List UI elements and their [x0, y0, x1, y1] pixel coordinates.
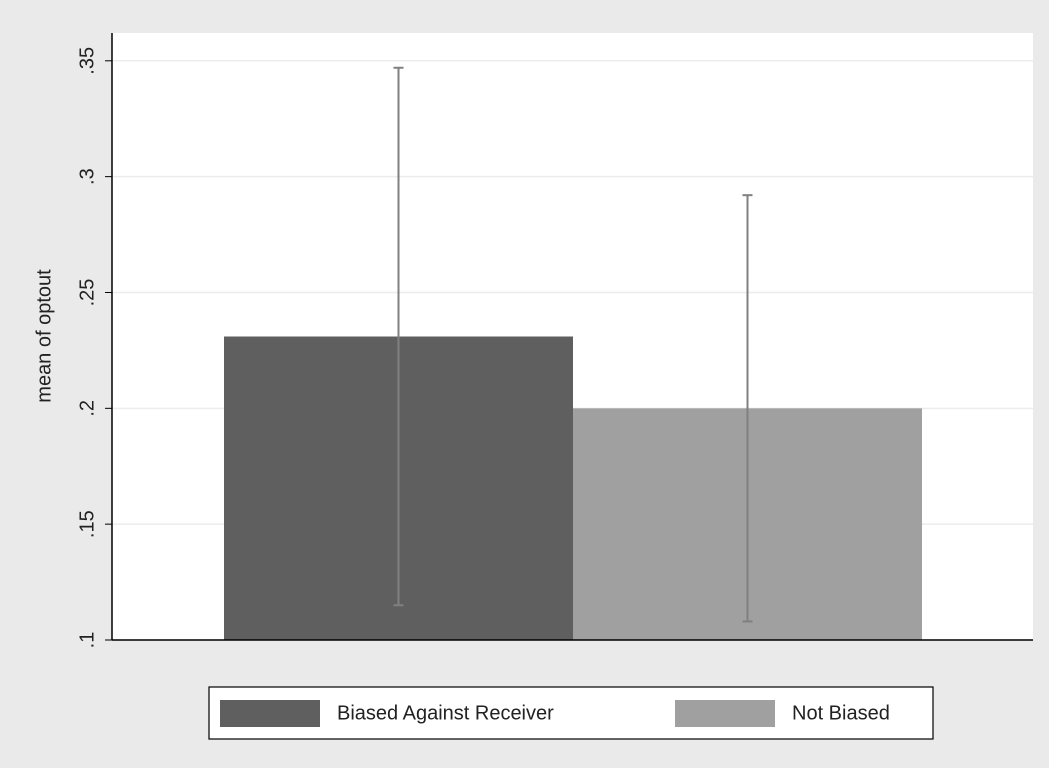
legend-box [208, 686, 934, 740]
legend-label: Biased Against Receiver [337, 702, 554, 724]
legend-label: Not Biased [792, 702, 890, 724]
y-tick-label: .15 [76, 510, 98, 538]
error-bar [742, 194, 753, 623]
y-tick-label: .1 [76, 632, 98, 649]
error-bar [393, 66, 404, 607]
y-tick-label: .2 [76, 400, 98, 417]
legend-swatch [675, 700, 775, 727]
y-tick-label: .25 [76, 279, 98, 307]
y-axis-label: mean of optout [33, 269, 55, 403]
y-tick-label: .3 [76, 168, 98, 185]
y-tick-label: .35 [76, 47, 98, 75]
legend-swatch [220, 700, 320, 727]
